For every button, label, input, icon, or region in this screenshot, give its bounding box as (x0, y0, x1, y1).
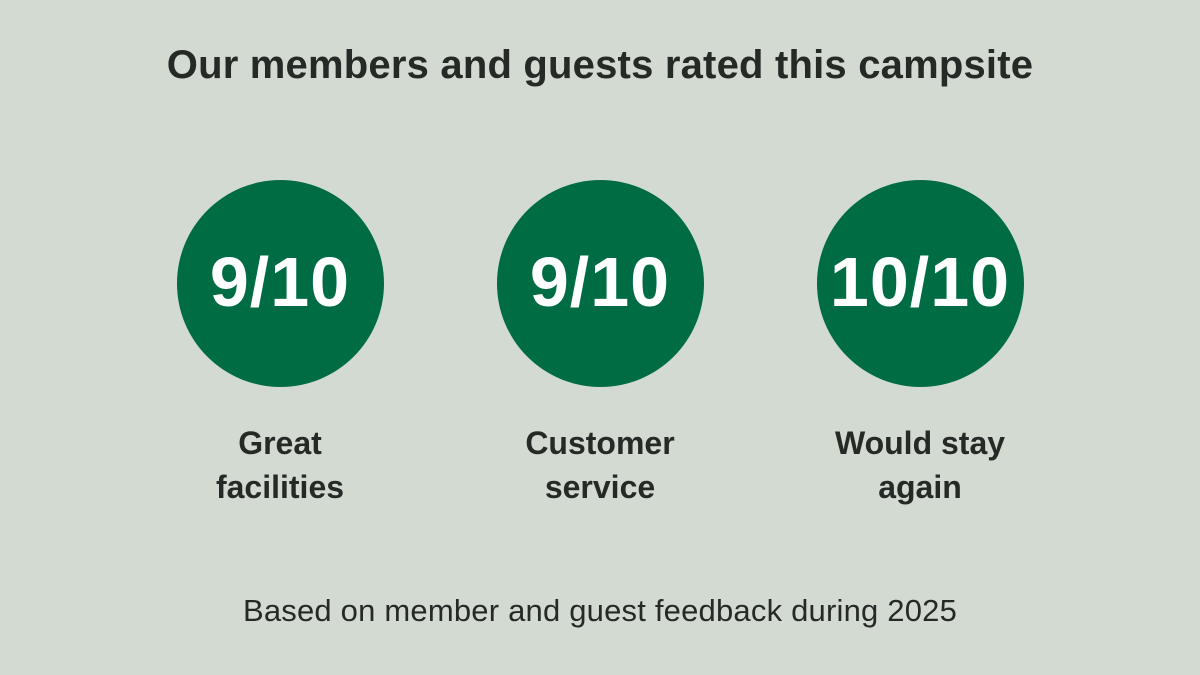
page-title: Our members and guests rated this campsi… (166, 43, 1034, 87)
rating-circle-badge: 10/10 (816, 180, 1024, 387)
rating-label: Would stay again (834, 425, 1006, 506)
rating-circle-badge: 9/10 (176, 180, 384, 387)
rating-circle-badge: 9/10 (496, 180, 704, 387)
rating-item-customer-service: 9/10 Customer service (480, 180, 720, 509)
rating-score: 9/10 (529, 242, 671, 321)
ratings-row: 9/10 Great facilities 9/10 Customer serv… (0, 180, 1200, 509)
rating-item-great-facilities: 9/10 Great facilities (160, 180, 400, 509)
rating-label: Customer service (525, 425, 675, 506)
footnote: Based on member and guest feedback durin… (242, 593, 958, 628)
rating-score: 9/10 (209, 242, 351, 321)
rating-label: Great facilities (215, 425, 345, 506)
rating-score: 10/10 (829, 242, 1011, 321)
rating-item-would-stay-again: 10/10 Would stay again (800, 180, 1040, 509)
